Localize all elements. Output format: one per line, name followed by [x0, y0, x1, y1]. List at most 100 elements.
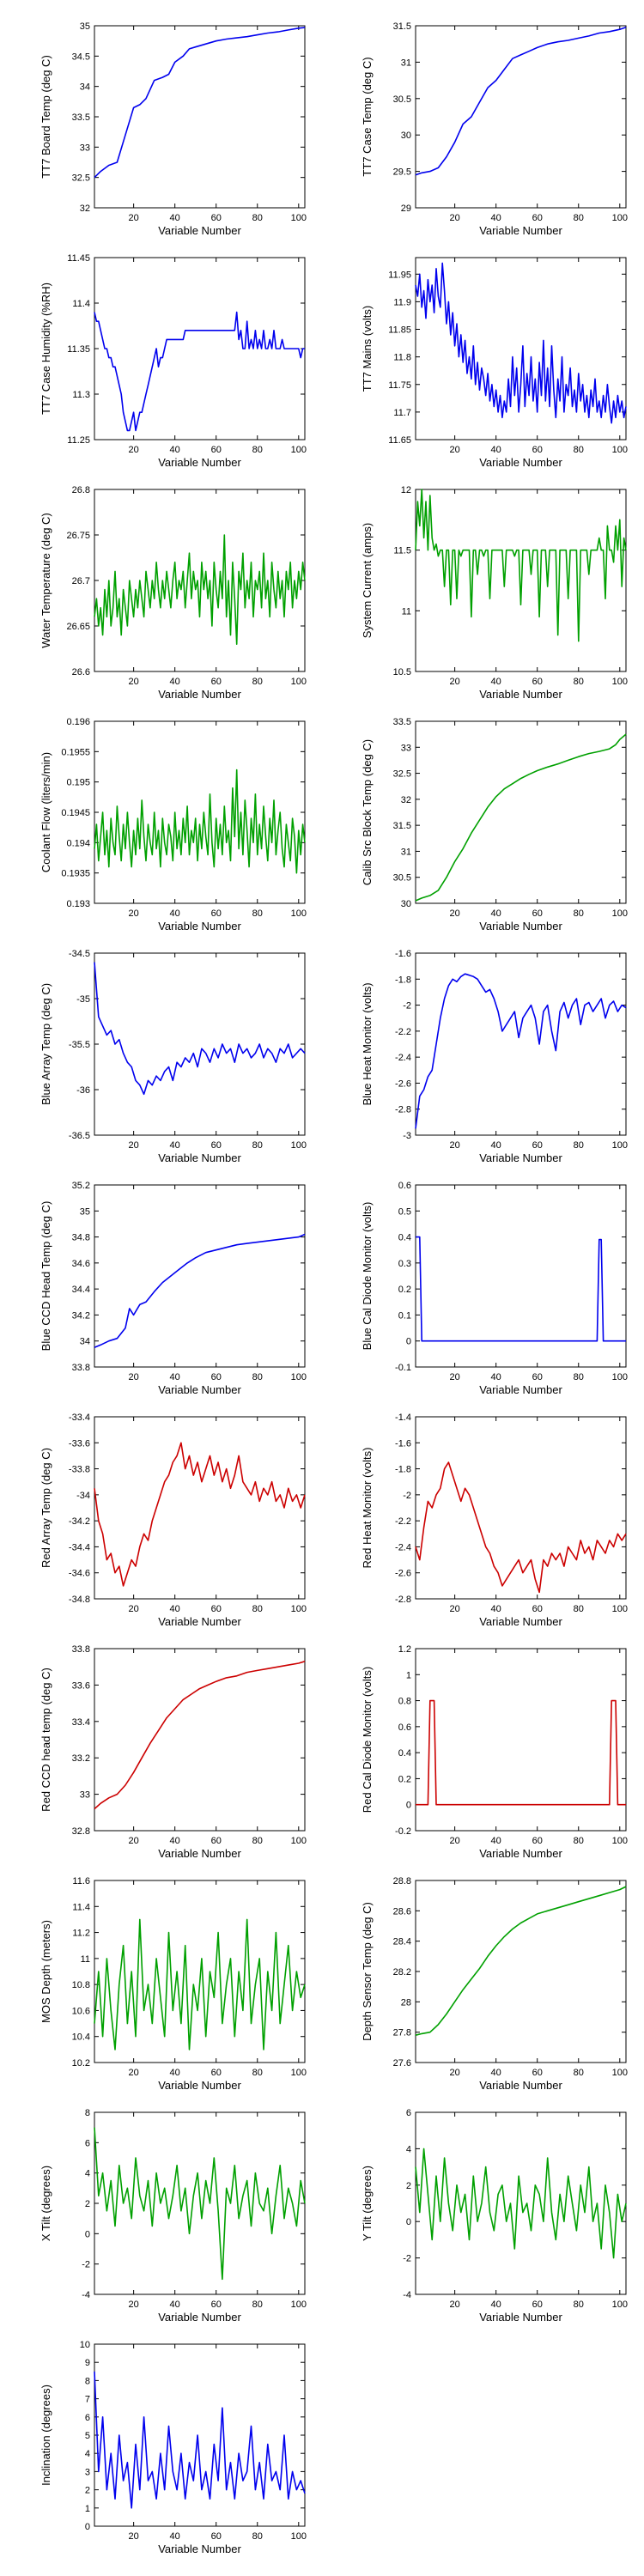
chart-12-ytick-label-3: 0.2 [398, 1285, 411, 1295]
chart-21-ytick-label-8: 8 [85, 2376, 90, 2386]
chart-18-xtick-label-1: 40 [491, 2068, 501, 2078]
chart-7-xtick-label-4: 100 [291, 908, 307, 919]
chart-17-series-line-0 [94, 1918, 306, 2050]
chart-16-xtick-label-4: 100 [612, 1836, 628, 1846]
chart-3-ytick-label-1: 11.3 [72, 390, 90, 400]
chart-1-ytick-label-5: 34.5 [72, 52, 90, 62]
chart-18-series-line-0 [415, 1886, 627, 2036]
chart-14-ytick-label-3: -2.2 [395, 1516, 411, 1527]
chart-19-ytick-label-3: 2 [85, 2199, 90, 2209]
chart-2-xtick-label-2: 60 [532, 213, 543, 223]
chart-1-ylabel: TT7 Board Temp (deg C) [39, 55, 52, 179]
chart-2-xtick-label-0: 20 [450, 213, 460, 223]
chart-6-xtick-label-4: 100 [612, 677, 628, 687]
chart-18-ytick-label-2: 28 [401, 1997, 411, 2008]
chart-13-xtick-label-3: 80 [252, 1604, 263, 1614]
chart-4-xlabel: Variable Number [479, 456, 562, 469]
chart-14-ytick-label-7: -1.4 [395, 1413, 411, 1423]
chart-12-ytick-label-5: 0.4 [398, 1233, 411, 1243]
chart-4-ytick-label-6: 11.95 [388, 270, 411, 280]
chart-12-xtick-label-0: 20 [450, 1372, 460, 1382]
chart-12-plot-area [415, 1184, 627, 1368]
chart-1-ytick-label-6: 35 [80, 21, 90, 32]
chart-16-ytick-label-3: 0.4 [398, 1748, 411, 1759]
chart-15-ytick-label-3: 33.4 [72, 1717, 90, 1728]
chart-3-ytick-label-2: 11.35 [67, 344, 90, 355]
chart-13-xtick-label-2: 60 [211, 1604, 222, 1614]
chart-7-xtick-label-2: 60 [211, 908, 222, 919]
chart-1-plot-area [94, 25, 306, 209]
chart-16-series-line-0 [416, 1699, 626, 1806]
chart-8-xtick-label-4: 100 [612, 908, 628, 919]
chart-20-xtick-label-1: 40 [491, 2300, 501, 2310]
chart-6-plot-area [415, 489, 627, 672]
chart-19-ytick-label-0: -4 [82, 2290, 90, 2300]
chart-19-xtick-label-2: 60 [211, 2300, 222, 2310]
chart-21-xtick-label-0: 20 [129, 2531, 139, 2542]
chart-13-plot-area [94, 1416, 306, 1600]
chart-6-ytick-label-3: 12 [401, 485, 411, 495]
chart-1-xtick-label-2: 60 [211, 213, 222, 223]
chart-12-ytick-label-2: 0.1 [398, 1310, 411, 1321]
chart-21-xlabel: Variable Number [158, 2543, 241, 2555]
chart-5-series-line-0 [94, 534, 306, 646]
chart-21-ytick-label-10: 10 [80, 2340, 90, 2350]
chart-2-ytick-label-5: 31.5 [393, 21, 411, 32]
chart-20-ytick-label-3: 2 [406, 2181, 411, 2191]
chart-9-plot-area [94, 952, 306, 1136]
chart-9-ytick-label-4: -34.5 [69, 949, 90, 959]
chart-2-series-line-0 [415, 26, 627, 176]
chart-12-ytick-label-6: 0.5 [398, 1206, 411, 1217]
chart-7-ytick-label-4: 0.195 [66, 778, 90, 788]
chart-18-ytick-label-6: 28.8 [393, 1876, 411, 1886]
chart-20-ytick-label-5: 6 [406, 2108, 411, 2118]
chart-14-xtick-label-0: 20 [450, 1604, 460, 1614]
chart-16-ytick-label-7: 1.2 [398, 1644, 411, 1655]
chart-13-ytick-label-2: -34.4 [69, 1542, 90, 1552]
chart-14-ylabel: Red Heat Monitor (volts) [361, 1448, 374, 1569]
chart-15-xtick-label-2: 60 [211, 1836, 222, 1846]
chart-11-ytick-label-3: 34.4 [72, 1285, 90, 1295]
chart-21-ytick-label-0: 0 [85, 2522, 90, 2532]
chart-7-series-line-0 [94, 769, 306, 874]
chart-21-ytick-label-5: 5 [85, 2431, 90, 2441]
chart-1-ytick-label-2: 33 [80, 143, 90, 153]
chart-13-ylabel: Red Array Temp (deg C) [39, 1448, 52, 1568]
chart-2-ytick-label-3: 30.5 [393, 94, 411, 105]
chart-16-ytick-label-0: -0.2 [395, 1826, 411, 1837]
chart-17-plot-area [94, 1880, 306, 2063]
chart-6-ytick-label-1: 11 [402, 606, 411, 617]
chart-19-xtick-label-1: 40 [170, 2300, 180, 2310]
chart-19-xtick-label-4: 100 [291, 2300, 307, 2310]
chart-15-xtick-label-0: 20 [129, 1836, 139, 1846]
chart-8-ytick-label-7: 33.5 [393, 717, 411, 727]
chart-7-ytick-label-2: 0.194 [66, 838, 90, 848]
chart-6-xlabel: Variable Number [479, 688, 562, 701]
chart-2-xtick-label-1: 40 [491, 213, 501, 223]
chart-10-series-line-0 [415, 973, 627, 1129]
chart-13-xtick-label-0: 20 [129, 1604, 139, 1614]
chart-1-xtick-label-0: 20 [129, 213, 139, 223]
chart-13-series-line-0 [94, 1442, 306, 1587]
chart-2-xlabel: Variable Number [479, 224, 562, 237]
chart-1-xtick-label-3: 80 [252, 213, 263, 223]
chart-1-ytick-label-3: 33.5 [72, 112, 90, 123]
chart-16-ytick-label-4: 0.6 [398, 1722, 411, 1733]
chart-12-xtick-label-3: 80 [574, 1372, 584, 1382]
chart-13-ytick-label-4: -34 [76, 1491, 90, 1501]
chart-18-ytick-label-5: 28.6 [393, 1906, 411, 1917]
chart-12-ytick-label-1: 0 [406, 1337, 411, 1347]
chart-20-ytick-label-4: 4 [406, 2144, 411, 2154]
chart-3-ylabel: TT7 Case Humidity (%RH) [39, 283, 52, 415]
chart-21-ytick-label-7: 7 [85, 2395, 90, 2405]
chart-20-xlabel: Variable Number [479, 2311, 562, 2324]
chart-11-xtick-label-0: 20 [129, 1372, 139, 1382]
chart-4-ylabel: TT7 Mains (volts) [361, 306, 374, 392]
chart-2-ytick-label-1: 29.5 [393, 167, 411, 178]
chart-21-ytick-label-1: 1 [85, 2504, 90, 2514]
chart-6-ytick-label-0: 10.5 [393, 667, 411, 677]
chart-21-ytick-label-6: 6 [85, 2413, 90, 2423]
chart-7-ytick-label-0: 0.193 [66, 899, 90, 909]
chart-15-plot-area [94, 1648, 306, 1832]
